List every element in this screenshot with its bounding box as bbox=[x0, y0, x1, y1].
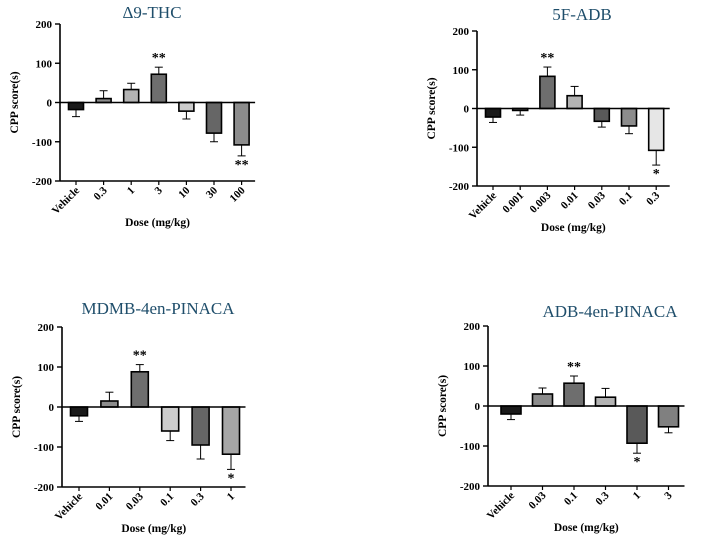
bar bbox=[178, 101, 195, 112]
significance-marker: ** bbox=[567, 360, 581, 375]
x-tick-label: Vehicle bbox=[485, 490, 517, 522]
x-tick-label: 0.1 bbox=[617, 190, 635, 208]
y-tick-label: 0 bbox=[464, 104, 470, 116]
x-axis-label: Dose (mg/kg) bbox=[554, 522, 619, 534]
chart-title: ADB-4en-PINACA bbox=[542, 302, 678, 321]
x-tick-label: 0.3 bbox=[593, 489, 612, 508]
y-tick-label: 100 bbox=[453, 65, 470, 77]
significance-marker: * bbox=[228, 471, 235, 486]
bar bbox=[647, 107, 665, 152]
y-tick-label: 0 bbox=[475, 401, 481, 413]
bar bbox=[594, 396, 617, 407]
x-tick-label: 0.03 bbox=[586, 189, 608, 211]
chart-title: MDMB-4en-PINACA bbox=[82, 299, 236, 318]
x-tick-label: 0.3 bbox=[92, 184, 111, 203]
chart-title: 5F-ADB bbox=[552, 5, 612, 24]
y-tick-label: -100 bbox=[460, 441, 481, 453]
x-tick-label: 0.003 bbox=[528, 189, 554, 215]
y-axis-label: CPP score(s) bbox=[426, 77, 438, 139]
chart-title: Δ9-THC bbox=[122, 3, 181, 22]
x-tick-label: 3 bbox=[153, 184, 166, 197]
y-tick-label: 100 bbox=[36, 58, 53, 70]
y-tick-label: 100 bbox=[38, 362, 55, 374]
x-tick-label: Vehicle bbox=[50, 185, 82, 217]
bar bbox=[130, 370, 150, 408]
bar bbox=[657, 405, 680, 428]
x-tick-label: Vehicle bbox=[467, 190, 499, 222]
y-tick-label: -100 bbox=[449, 142, 470, 154]
bar bbox=[221, 406, 241, 456]
significance-marker: * bbox=[634, 455, 641, 470]
x-tick-label: 30 bbox=[204, 184, 221, 201]
bar bbox=[563, 382, 585, 407]
bar bbox=[69, 406, 89, 417]
significance-marker: ** bbox=[133, 349, 147, 364]
x-tick-label: 0.03 bbox=[527, 489, 549, 511]
x-tick-label: Vehicle bbox=[53, 491, 85, 523]
significance-marker: ** bbox=[152, 51, 166, 66]
bar bbox=[191, 406, 210, 446]
bar bbox=[620, 107, 638, 127]
x-tick-label: 0.3 bbox=[644, 189, 663, 208]
y-tick-label: -200 bbox=[34, 482, 55, 494]
bar bbox=[531, 393, 554, 407]
chart-panel-3: MDMB-4en-PINACA 200 100 0 -100 -200 CPP score(… bbox=[11, 299, 246, 535]
x-tick-label: 10 bbox=[176, 184, 193, 201]
x-tick-label: 0.3 bbox=[189, 490, 208, 509]
y-tick-label: 0 bbox=[47, 98, 53, 110]
bar bbox=[593, 107, 611, 123]
bar bbox=[500, 405, 522, 415]
chart-panel-2: 5F-ADB 200 100 0 -100 -200 CPP score(s) Vehicle… bbox=[426, 5, 670, 234]
y-tick-label: 200 bbox=[38, 322, 55, 334]
x-tick-label: 0.1 bbox=[158, 491, 176, 509]
x-tick-label: 1 bbox=[125, 185, 137, 197]
x-tick-label: 0.01 bbox=[93, 491, 115, 513]
y-tick-label: 0 bbox=[49, 402, 55, 414]
x-tick-label: 1 bbox=[631, 490, 643, 502]
bar bbox=[150, 73, 168, 104]
bar bbox=[67, 101, 85, 111]
significance-marker: * bbox=[653, 167, 660, 182]
significance-marker: ** bbox=[235, 158, 249, 173]
bar bbox=[100, 400, 119, 408]
bar bbox=[233, 101, 250, 146]
x-tick-label: 0.001 bbox=[500, 190, 526, 216]
bar bbox=[566, 94, 583, 110]
x-tick-label: 0.03 bbox=[124, 490, 146, 512]
y-tick-label: 100 bbox=[464, 361, 481, 373]
y-tick-label: -200 bbox=[449, 181, 470, 193]
x-axis-label: Dose (mg/kg) bbox=[121, 523, 186, 535]
x-tick-label: 0.1 bbox=[562, 490, 580, 508]
x-tick-label: 3 bbox=[662, 489, 675, 502]
y-axis-label: CPP score(s) bbox=[11, 376, 23, 438]
y-tick-label: -200 bbox=[32, 176, 53, 188]
x-tick-label: 1 bbox=[225, 491, 237, 503]
y-tick-label: -200 bbox=[460, 481, 481, 493]
y-tick-label: 200 bbox=[453, 26, 470, 38]
bar bbox=[539, 75, 556, 110]
x-axis-label: Dose (mg/kg) bbox=[125, 217, 190, 229]
chart-panel-4: ADB-4en-PINACA 200 100 0 -100 -200 CPP score(s… bbox=[437, 302, 685, 534]
bar bbox=[122, 88, 140, 104]
y-tick-label: 200 bbox=[464, 321, 481, 333]
bar bbox=[205, 101, 223, 134]
y-tick-label: -100 bbox=[34, 442, 55, 454]
bar bbox=[160, 406, 180, 432]
bar bbox=[484, 107, 502, 118]
chart-panel-1: Δ9-THC 200 100 0 -100 -200 CPP score(s) Vehicle… bbox=[9, 3, 256, 229]
y-tick-label: -100 bbox=[32, 137, 53, 149]
x-axis-label: Dose (mg/kg) bbox=[541, 222, 606, 234]
y-axis-label: CPP score(s) bbox=[437, 375, 449, 437]
x-tick-label: 100 bbox=[228, 184, 249, 205]
y-tick-label: 200 bbox=[36, 19, 53, 31]
significance-marker: ** bbox=[540, 51, 554, 66]
y-axis-label: CPP score(s) bbox=[9, 71, 21, 133]
x-tick-label: 0.01 bbox=[559, 190, 581, 212]
bar bbox=[626, 405, 648, 445]
